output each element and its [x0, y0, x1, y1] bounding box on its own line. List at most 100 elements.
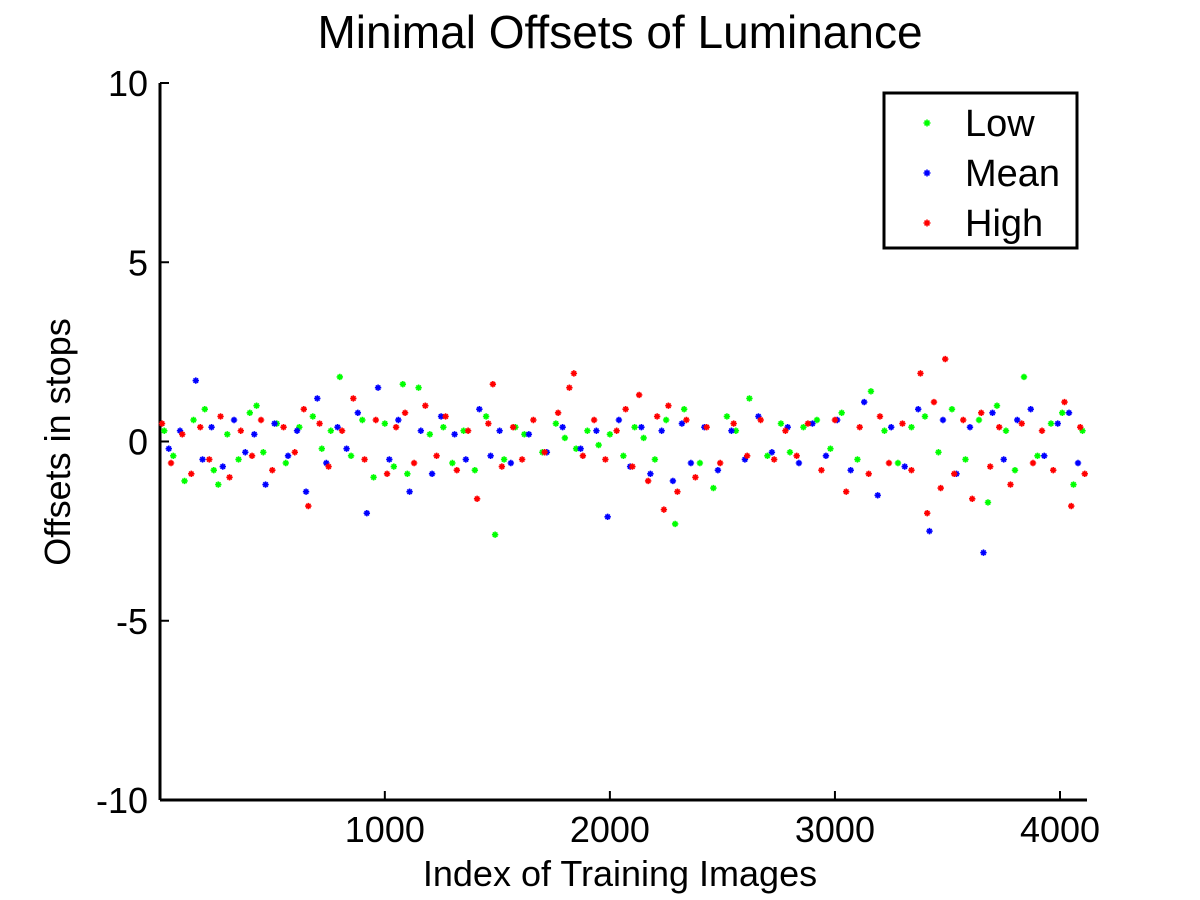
point-high [692, 474, 699, 481]
point-high [280, 423, 287, 431]
point-low [854, 456, 861, 463]
point-low [552, 420, 560, 427]
point-high [300, 406, 308, 413]
point-low [1059, 409, 1066, 417]
point-high [489, 380, 497, 388]
point-mean [302, 488, 310, 495]
point-high [206, 456, 213, 463]
legend-label-mean: Mean [965, 153, 1060, 195]
point-low [404, 470, 411, 477]
point-low [838, 409, 845, 417]
point-high [485, 420, 492, 427]
point-high [1081, 470, 1088, 477]
point-mean [593, 427, 600, 434]
point-high [197, 423, 204, 431]
point-mean [334, 423, 341, 431]
point-low [309, 413, 317, 420]
y-tick-label: 5 [128, 242, 148, 283]
point-high [350, 395, 357, 402]
point-mean [176, 427, 184, 434]
y-tick-label: 10 [108, 63, 148, 104]
point-high [217, 413, 224, 420]
point-mean [966, 423, 974, 431]
series-low [161, 373, 1086, 538]
point-high [167, 459, 175, 467]
point-high [930, 398, 938, 406]
point-mean [615, 416, 623, 424]
point-mean [755, 413, 762, 420]
point-mean [939, 416, 947, 424]
point-high [361, 456, 368, 463]
point-low [1047, 420, 1055, 427]
point-high [644, 477, 652, 485]
point-high [924, 510, 931, 517]
point-mean [989, 409, 996, 417]
x-tick-label: 1000 [345, 809, 425, 850]
point-low [764, 452, 771, 460]
point-mean [658, 427, 665, 434]
point-mean [559, 423, 566, 431]
point-low [500, 456, 508, 463]
point-mean [647, 470, 654, 477]
point-high [978, 409, 985, 417]
point-high [629, 463, 636, 470]
point-mean [669, 477, 677, 485]
legend-marker-high [923, 219, 931, 227]
point-high [1068, 502, 1075, 510]
point-low [190, 416, 197, 424]
point-high [433, 452, 440, 460]
point-mean [507, 459, 515, 467]
x-tick-label: 2000 [570, 809, 650, 850]
series-high [158, 355, 1088, 517]
point-high [1077, 423, 1084, 431]
point-low [471, 466, 479, 474]
point-high [674, 488, 681, 495]
point-mean [822, 452, 830, 460]
point-low [867, 388, 875, 395]
point-mean [638, 423, 645, 431]
point-mean [406, 488, 413, 495]
point-mean [1041, 452, 1048, 460]
point-low [746, 395, 753, 402]
point-mean [915, 406, 922, 413]
point-mean [1000, 456, 1007, 463]
point-mean [809, 420, 816, 427]
point-mean [354, 409, 362, 417]
point-high [730, 420, 737, 427]
point-mean [860, 398, 868, 406]
point-high [226, 474, 233, 481]
point-low [631, 423, 638, 431]
point-mean [1065, 409, 1073, 417]
point-low [282, 459, 290, 467]
point-high [325, 463, 332, 470]
point-high [541, 449, 548, 456]
point-mean [901, 463, 908, 470]
point-mean [199, 456, 206, 463]
point-low [800, 423, 807, 431]
point-high [960, 416, 967, 424]
point-high [257, 416, 265, 424]
point-high [653, 413, 661, 420]
point-mean [386, 456, 393, 463]
point-low [595, 441, 602, 449]
point-low [449, 459, 456, 467]
point-low [894, 459, 902, 467]
point-low [359, 416, 366, 424]
point-mean [476, 406, 483, 413]
point-high [831, 416, 839, 424]
point-mean [428, 470, 436, 477]
point-high [291, 449, 299, 456]
point-low [426, 431, 434, 438]
point-low [491, 531, 499, 538]
point-high [453, 466, 461, 474]
point-high [372, 416, 380, 424]
point-high [951, 470, 958, 477]
point-high [179, 431, 186, 438]
point-mean [687, 459, 695, 467]
point-mean [604, 513, 611, 520]
point-low [962, 456, 969, 463]
point-high [665, 402, 672, 409]
chart-title: Minimal Offsets of Luminance [317, 6, 922, 58]
point-low [710, 484, 717, 492]
point-high [716, 459, 724, 467]
